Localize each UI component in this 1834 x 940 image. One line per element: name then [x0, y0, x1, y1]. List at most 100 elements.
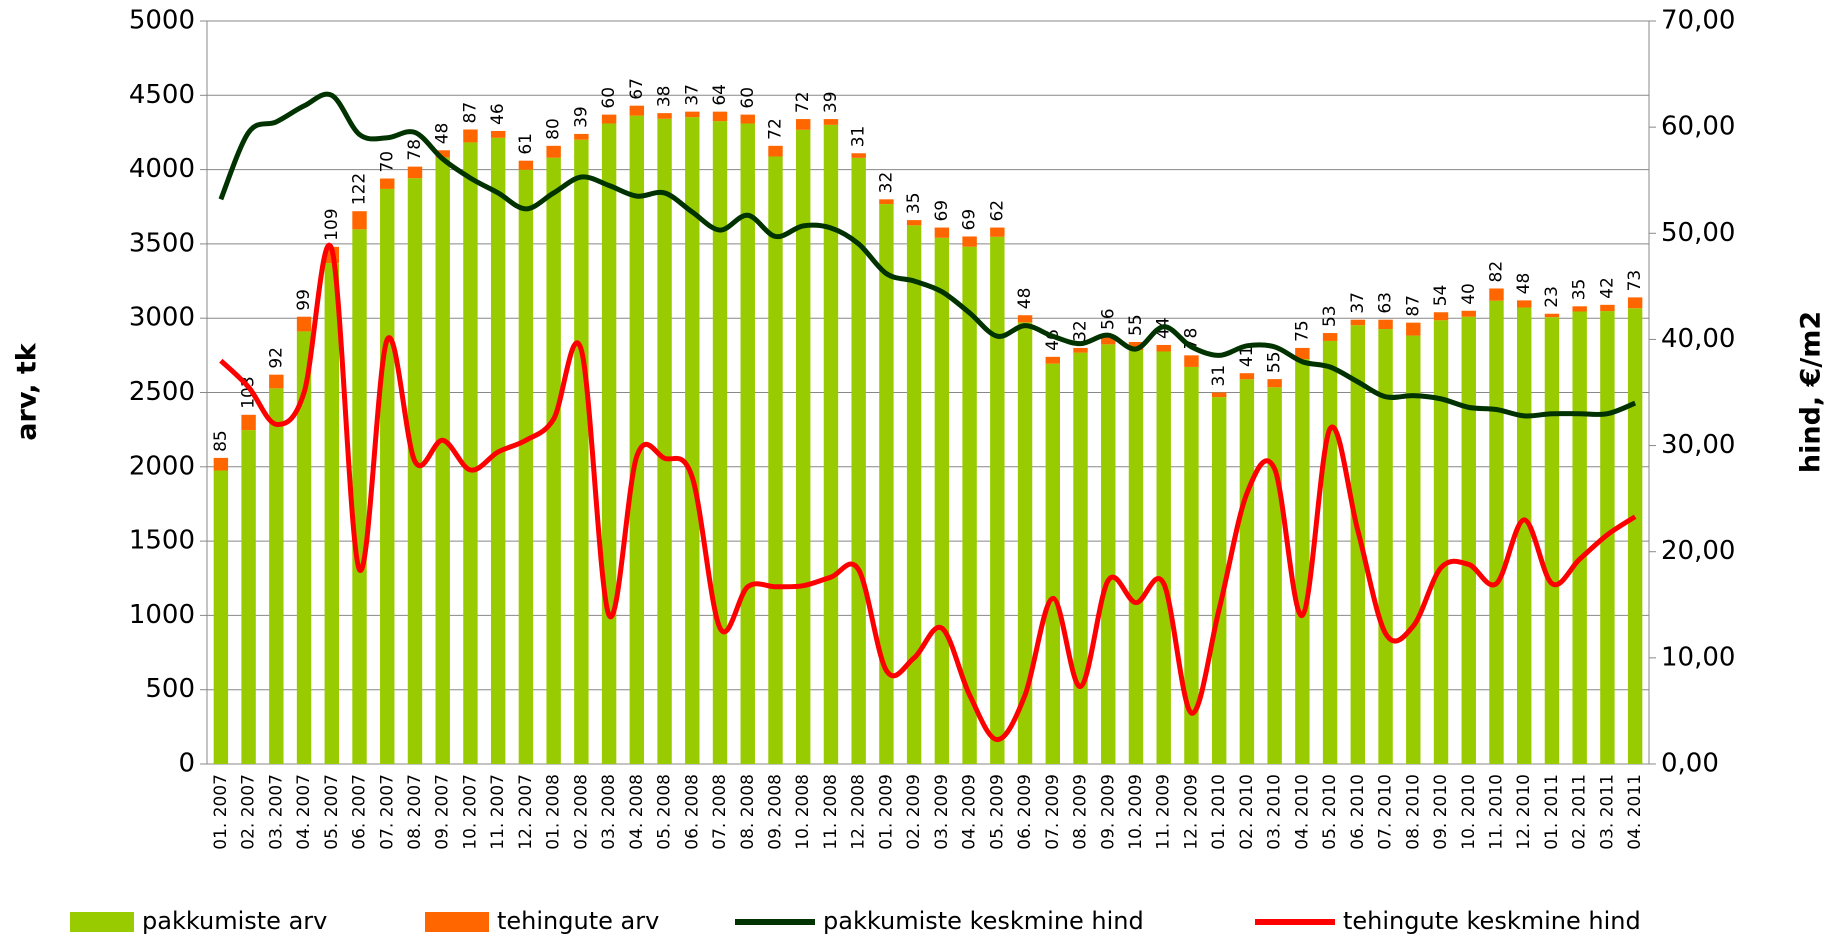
x-tick-label: 12. 2009	[1181, 774, 1201, 850]
data-label: 53	[1320, 305, 1340, 327]
x-tick-label: 03. 2009	[932, 774, 952, 850]
data-label: 38	[655, 85, 675, 107]
data-label: 72	[765, 118, 785, 140]
x-tick-label: 03. 2007	[266, 774, 286, 850]
line-series	[219, 243, 1637, 743]
bar-segment	[962, 236, 977, 247]
bar-segment	[1517, 307, 1532, 764]
bar-segment	[1101, 344, 1116, 764]
bar-segment	[796, 129, 811, 764]
data-label: 122	[350, 173, 370, 205]
x-tick-label: 06. 2010	[1348, 774, 1368, 850]
legend-swatch	[425, 912, 489, 932]
bar-segment	[685, 111, 700, 118]
bar-segment	[1433, 312, 1449, 321]
bar-segment	[490, 130, 506, 138]
y-tick-label: 500	[145, 674, 195, 704]
y2-tick-label: 0,00	[1661, 749, 1719, 779]
data-label: 32	[876, 172, 896, 194]
x-tick-label: 02. 2007	[239, 774, 259, 850]
x-tick-label: 07. 2008	[710, 774, 730, 850]
legend-label: pakkumiste arv	[142, 907, 327, 935]
bar-segment	[990, 236, 1005, 764]
bar-segment	[1489, 300, 1504, 764]
x-tick-label: 09. 2010	[1431, 774, 1451, 850]
bar-segment	[1461, 316, 1476, 764]
x-tick-label: 09. 2007	[433, 774, 453, 850]
x-tick-label: 01. 2009	[876, 774, 896, 850]
x-tick-label: 09. 2009	[1098, 774, 1118, 850]
bar-segment	[906, 220, 922, 226]
bar-segment	[712, 111, 728, 122]
data-label: 92	[266, 347, 286, 369]
bar-segment	[1211, 397, 1227, 764]
x-tick-label: 07. 2007	[377, 774, 397, 850]
data-label: 42	[1597, 277, 1617, 299]
data-label: 48	[1514, 273, 1534, 295]
x-tick-label: 01. 2008	[544, 774, 564, 850]
x-tick-label: 02. 2009	[904, 774, 924, 850]
bar-segment	[629, 105, 645, 116]
bar-segment	[574, 139, 589, 765]
x-tick-label: 02. 2011	[1570, 774, 1590, 850]
y-tick-label: 5000	[129, 6, 195, 36]
bar-segment	[241, 430, 256, 764]
bar-segment	[1156, 344, 1171, 352]
bar-segment	[1239, 379, 1255, 764]
data-label: 54	[1431, 285, 1451, 307]
bar-segment	[1267, 387, 1282, 764]
bar-segment	[1045, 356, 1060, 364]
data-label: 85	[211, 430, 231, 452]
bar-segment	[1461, 310, 1476, 317]
y-tick-label: 2000	[129, 451, 195, 481]
data-label: 82	[1486, 261, 1506, 283]
x-tick-label: 02. 2010	[1237, 774, 1257, 850]
bar-segment	[1433, 320, 1449, 764]
y-tick-label: 1500	[129, 526, 195, 556]
bar-segment	[241, 414, 256, 431]
bar-segment	[1267, 379, 1282, 388]
bar-segment	[1073, 352, 1088, 764]
bar-segment	[546, 145, 561, 158]
bar-segment	[906, 225, 922, 764]
x-tick-label: 08. 2010	[1403, 774, 1423, 850]
bar-segment	[796, 119, 811, 130]
bar-segment	[740, 123, 755, 764]
bar-segment	[1073, 347, 1088, 353]
y2-tick-label: 30,00	[1661, 430, 1735, 460]
bar-segment	[296, 331, 312, 764]
bar-segment	[1544, 317, 1560, 764]
bar-segment	[851, 153, 866, 158]
bar-segment	[269, 388, 284, 764]
x-tick-label: 08. 2009	[1071, 774, 1091, 850]
y-axis-title: arv, tk	[12, 342, 43, 440]
data-label: 69	[960, 209, 980, 231]
bar-segment	[1017, 315, 1033, 323]
data-label: 61	[516, 133, 536, 155]
bar-segment	[1406, 322, 1421, 336]
bar-segment	[1322, 333, 1338, 341]
y-tick-label: 0	[178, 749, 195, 779]
bar-segment	[601, 123, 617, 764]
y2-axis-title: hind, €/m2	[1796, 311, 1827, 473]
data-label: 109	[322, 208, 342, 240]
bar-segment	[1322, 340, 1338, 764]
x-tick-label: 08. 2008	[738, 774, 758, 850]
data-label: 99	[294, 289, 314, 311]
bar-segment	[463, 129, 478, 143]
y2-tick-label: 40,00	[1661, 324, 1735, 354]
y-tick-label: 2500	[129, 377, 195, 407]
x-tick-label: 11. 2007	[488, 774, 508, 850]
bar-segment	[934, 237, 950, 765]
bar-segment	[1350, 319, 1366, 326]
data-label: 62	[987, 200, 1007, 222]
bar-segment	[1378, 319, 1393, 330]
bar-segment	[657, 113, 672, 119]
bar-segment	[574, 133, 589, 140]
bar-segment	[740, 114, 755, 124]
bar-segment	[1101, 336, 1116, 345]
data-label: 87	[1403, 295, 1423, 317]
y-tick-label: 1000	[129, 600, 195, 630]
x-tick-label: 06. 2008	[682, 774, 702, 850]
data-label: 39	[821, 91, 841, 113]
